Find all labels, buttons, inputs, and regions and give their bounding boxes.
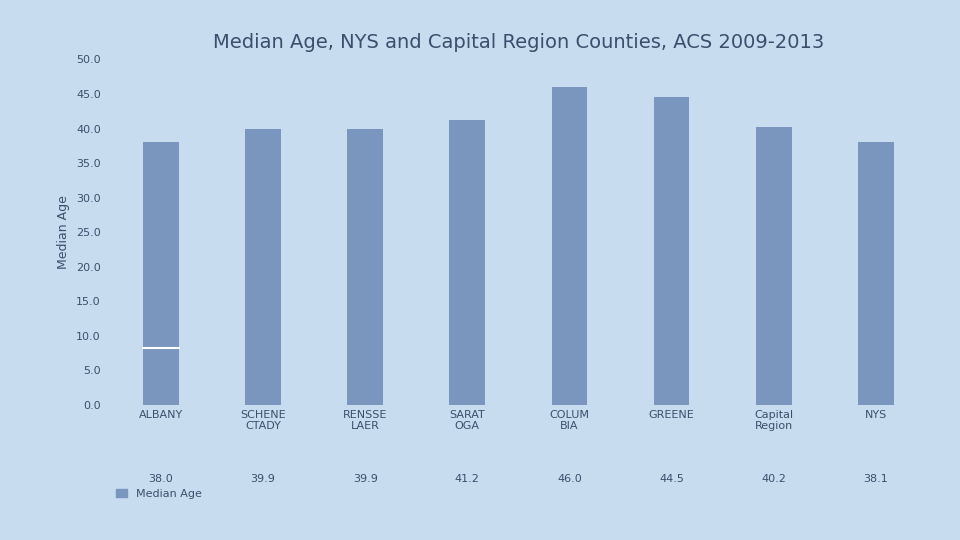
Bar <box>858 141 894 405</box>
Bar <box>245 129 281 405</box>
Bar <box>449 120 485 405</box>
Text: 39.9: 39.9 <box>251 475 276 484</box>
Bar <box>654 97 689 405</box>
Text: 39.9: 39.9 <box>352 475 377 484</box>
Text: 40.2: 40.2 <box>761 475 786 484</box>
Legend: Median Age: Median Age <box>111 484 205 503</box>
Bar <box>143 143 179 405</box>
Text: 41.2: 41.2 <box>455 475 480 484</box>
Bar <box>552 87 588 405</box>
Text: 38.1: 38.1 <box>863 475 888 484</box>
Text: 38.0: 38.0 <box>149 475 174 484</box>
Text: 46.0: 46.0 <box>557 475 582 484</box>
Text: 44.5: 44.5 <box>660 475 684 484</box>
Bar <box>348 129 383 405</box>
Y-axis label: Median Age: Median Age <box>58 195 70 269</box>
Bar <box>756 127 792 405</box>
Title: Median Age, NYS and Capital Region Counties, ACS 2009-2013: Median Age, NYS and Capital Region Count… <box>213 33 824 52</box>
